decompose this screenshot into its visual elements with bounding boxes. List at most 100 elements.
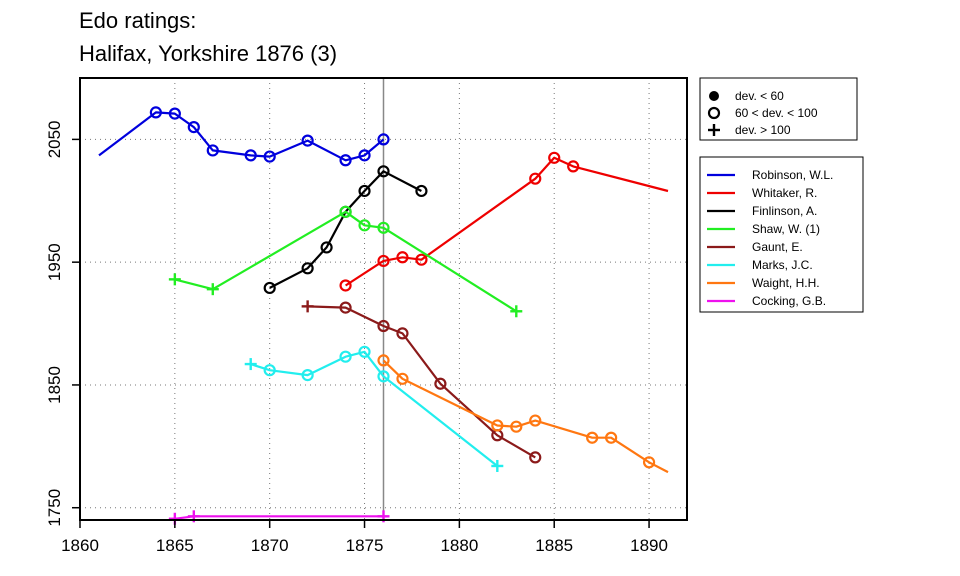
axes: 1860 1865 1870 1875 1880 1885 1890 1750 1850 1950… bbox=[45, 120, 668, 555]
y-tick-label: 1950 bbox=[45, 243, 64, 281]
data-point bbox=[396, 251, 409, 264]
data-point bbox=[263, 281, 276, 295]
data-point bbox=[415, 253, 428, 266]
data-point bbox=[377, 221, 390, 234]
data-point bbox=[358, 219, 371, 232]
data-point bbox=[149, 106, 162, 119]
data-point bbox=[529, 451, 542, 464]
data-point bbox=[263, 364, 276, 377]
data-point bbox=[206, 144, 219, 157]
deviation-marker-filled-circle bbox=[709, 91, 719, 101]
data-point bbox=[434, 377, 447, 390]
series-shaw-w-1 bbox=[168, 205, 523, 318]
series-line bbox=[174, 515, 384, 520]
series-group bbox=[98, 106, 669, 525]
chart-title: Edo ratings: bbox=[79, 8, 196, 33]
legend-series-label: Robinson, W.L. bbox=[752, 168, 833, 182]
y-tick-label: 2050 bbox=[45, 120, 64, 158]
data-point bbox=[358, 149, 371, 162]
series-finlinson-a bbox=[263, 165, 428, 295]
x-tick-label: 1870 bbox=[251, 536, 289, 555]
data-point bbox=[529, 414, 542, 427]
series-gaunt-e bbox=[301, 300, 542, 464]
x-tick-label: 1875 bbox=[346, 536, 384, 555]
data-point bbox=[491, 419, 504, 432]
data-point bbox=[301, 134, 314, 147]
y-tick-label: 1850 bbox=[45, 366, 64, 404]
deviation-marker-open-circle bbox=[707, 106, 721, 120]
legend-series-label: Cocking, G.B. bbox=[752, 294, 826, 308]
data-point bbox=[301, 369, 314, 382]
data-point bbox=[168, 273, 181, 286]
series-line bbox=[345, 156, 669, 287]
data-point bbox=[377, 165, 390, 178]
data-point bbox=[244, 358, 257, 371]
data-point bbox=[168, 107, 181, 120]
data-point bbox=[320, 241, 333, 254]
series-whitaker-r bbox=[339, 151, 669, 292]
data-point bbox=[263, 150, 276, 163]
data-point bbox=[510, 305, 523, 318]
series-line bbox=[307, 305, 536, 459]
series-legend: Robinson, W.L. Whitaker, R. Finlinson, A. S… bbox=[699, 156, 864, 313]
legend-series-label: Shaw, W. (1) bbox=[752, 222, 820, 236]
data-point bbox=[377, 319, 390, 333]
x-tick-label: 1885 bbox=[535, 536, 573, 555]
data-point bbox=[396, 372, 409, 385]
data-point bbox=[377, 370, 390, 383]
data-point bbox=[301, 300, 314, 313]
data-point bbox=[642, 456, 656, 469]
data-point bbox=[377, 133, 390, 146]
data-point bbox=[339, 350, 352, 363]
deviation-legend: dev. < 60 60 < dev. < 100 dev. > 100 bbox=[699, 77, 858, 141]
x-tick-label: 1865 bbox=[156, 536, 194, 555]
series-legend-box bbox=[699, 156, 864, 313]
data-point bbox=[567, 160, 580, 173]
x-tick-label: 1880 bbox=[440, 536, 478, 555]
series-robinson-w-l bbox=[98, 106, 390, 167]
data-point bbox=[358, 345, 371, 358]
plot-frame bbox=[79, 77, 688, 521]
legend-series-label: Waight, H.H. bbox=[752, 276, 820, 290]
series-line bbox=[269, 170, 422, 289]
series-line bbox=[382, 359, 669, 474]
deviation-legend-label: 60 < dev. < 100 bbox=[735, 106, 818, 120]
series-cocking-g-b bbox=[168, 510, 390, 525]
series-line bbox=[98, 111, 385, 162]
data-point bbox=[358, 184, 371, 198]
data-point bbox=[339, 301, 352, 314]
data-point bbox=[586, 431, 599, 444]
data-point bbox=[491, 459, 504, 472]
data-point bbox=[529, 172, 542, 185]
data-point bbox=[187, 121, 200, 134]
series-line bbox=[250, 350, 498, 467]
deviation-legend-label: dev. > 100 bbox=[735, 123, 791, 137]
legend-series-label: Marks, J.C. bbox=[752, 258, 813, 272]
data-point bbox=[377, 354, 390, 367]
legend-series-label: Gaunt, E. bbox=[752, 240, 803, 254]
data-point bbox=[415, 184, 428, 198]
data-point bbox=[244, 149, 257, 162]
data-point bbox=[396, 327, 409, 340]
data-point bbox=[548, 151, 561, 164]
y-tick-label: 1750 bbox=[45, 489, 64, 527]
deviation-legend-label: dev. < 60 bbox=[735, 89, 784, 103]
deviation-legend-box bbox=[699, 77, 858, 141]
x-tick-label: 1890 bbox=[630, 536, 668, 555]
series-line bbox=[174, 210, 517, 313]
data-point bbox=[339, 205, 352, 218]
legend-series-label: Finlinson, A. bbox=[752, 204, 817, 218]
series-marks-j-c bbox=[244, 345, 504, 472]
legend-series-label: Whitaker, R. bbox=[752, 186, 817, 200]
data-point bbox=[206, 283, 219, 296]
data-point bbox=[605, 431, 618, 444]
data-point bbox=[339, 279, 352, 292]
chart-subtitle: Halifax, Yorkshire 1876 (3) bbox=[79, 41, 337, 66]
data-point bbox=[510, 420, 523, 433]
data-point bbox=[339, 154, 352, 167]
data-point bbox=[377, 254, 390, 268]
data-point bbox=[301, 262, 314, 275]
deviation-marker-plus bbox=[708, 124, 720, 136]
grid-lines bbox=[80, 78, 687, 520]
